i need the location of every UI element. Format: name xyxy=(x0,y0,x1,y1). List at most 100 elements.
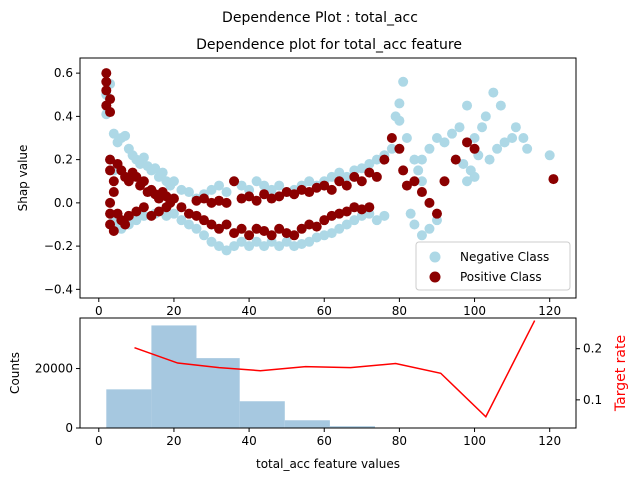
positive-point xyxy=(244,191,255,202)
y-tick-label: 0.0 xyxy=(54,196,73,210)
negative-point xyxy=(176,215,187,226)
positive-point xyxy=(138,176,149,187)
negative-point xyxy=(371,215,382,226)
positive-point xyxy=(450,154,461,165)
histogram-x-ticks: 0 20 40 60 80 100 120 xyxy=(95,428,561,448)
negative-point xyxy=(394,115,405,126)
positive-point xyxy=(161,202,172,213)
positive-point xyxy=(319,215,330,226)
negative-point xyxy=(379,210,390,221)
negative-point xyxy=(138,210,149,221)
negative-point xyxy=(150,163,161,174)
negative-point xyxy=(462,100,473,111)
positive-point xyxy=(105,208,116,219)
negative-point xyxy=(477,122,488,133)
negative-point xyxy=(462,176,473,187)
positive-point xyxy=(398,165,409,176)
histogram-bar xyxy=(329,426,375,428)
negative-point xyxy=(349,215,360,226)
negative-point xyxy=(274,180,285,191)
positive-point xyxy=(259,189,270,200)
negative-point xyxy=(214,241,225,252)
positive-point xyxy=(214,223,225,234)
negative-point xyxy=(416,176,427,187)
positive-point xyxy=(146,210,157,221)
positive-point xyxy=(341,180,352,191)
positive-point xyxy=(101,68,112,79)
positive-point xyxy=(191,210,202,221)
positive-point xyxy=(409,176,420,187)
histogram-bar xyxy=(151,325,197,428)
positive-point xyxy=(199,215,209,226)
x-tick-label: 80 xyxy=(392,304,407,318)
x-tick-label: 60 xyxy=(317,434,332,448)
positive-point xyxy=(123,210,134,221)
negative-point xyxy=(229,241,240,252)
positive-point xyxy=(206,219,217,230)
positive-point xyxy=(153,206,164,217)
positive-point xyxy=(281,228,292,239)
negative-point xyxy=(206,236,217,247)
positive-point xyxy=(289,189,300,200)
dependence-y-ticks: −0.4 −0.2 0.0 0.2 0.4 0.6 xyxy=(44,66,80,296)
positive-point xyxy=(183,208,194,219)
positive-point xyxy=(304,219,315,230)
histogram-bar xyxy=(106,389,152,428)
negative-point xyxy=(522,143,533,154)
positive-point xyxy=(191,195,202,206)
histogram-right-y-ticks: 0.1 0.2 xyxy=(576,342,602,407)
positive-point xyxy=(266,230,277,241)
negative-point xyxy=(251,176,262,187)
negative-point xyxy=(518,133,529,143)
histogram-left-y-ticks: 0 20000 xyxy=(35,362,80,435)
negative-point xyxy=(236,236,247,247)
negative-point xyxy=(469,171,480,182)
negative-point xyxy=(161,210,172,221)
negative-point xyxy=(439,137,450,148)
negative-point xyxy=(409,219,420,230)
positive-point xyxy=(281,187,292,198)
positive-point xyxy=(236,193,247,204)
positive-point xyxy=(289,230,300,241)
positive-point xyxy=(131,171,142,182)
positive-point xyxy=(168,193,179,204)
negative-point xyxy=(454,122,465,133)
positive-point xyxy=(274,191,285,202)
negative-point xyxy=(492,143,503,154)
negative-point xyxy=(431,133,442,143)
x-tick-label: 100 xyxy=(463,304,486,318)
figure-suptitle: Dependence Plot : total_acc xyxy=(222,10,418,26)
negative-point xyxy=(386,143,397,154)
positive-point xyxy=(176,202,187,213)
positive-point xyxy=(266,193,277,204)
negative-point xyxy=(507,133,518,143)
histogram-x-label: total_acc feature values xyxy=(256,457,400,471)
negative-point xyxy=(469,133,480,143)
negative-point xyxy=(401,133,412,143)
negative-point xyxy=(289,241,300,252)
positive-point xyxy=(356,204,367,215)
positive-point xyxy=(462,137,473,148)
y-tick-label: −0.2 xyxy=(44,239,73,253)
negative-point xyxy=(266,184,277,195)
negative-point xyxy=(311,232,322,243)
x-tick-label: 120 xyxy=(538,434,561,448)
y-tick-label: 0.6 xyxy=(54,66,73,80)
negative-point xyxy=(304,236,315,247)
target-rate-line xyxy=(134,320,536,418)
y-tick-label: −0.4 xyxy=(44,282,73,296)
legend-negative-marker xyxy=(429,251,441,263)
negative-point xyxy=(259,180,270,191)
positive-point xyxy=(108,176,119,187)
histogram-bars xyxy=(106,325,556,428)
y-tick-label: 0 xyxy=(65,421,73,435)
negative-point xyxy=(251,236,262,247)
negative-point xyxy=(138,152,149,163)
negative-point xyxy=(371,154,382,165)
positive-point xyxy=(229,228,240,239)
negative-point xyxy=(405,208,416,219)
positive-point xyxy=(105,197,116,208)
positive-point xyxy=(349,202,360,213)
x-tick-label: 80 xyxy=(392,434,407,448)
x-tick-label: 100 xyxy=(463,434,486,448)
